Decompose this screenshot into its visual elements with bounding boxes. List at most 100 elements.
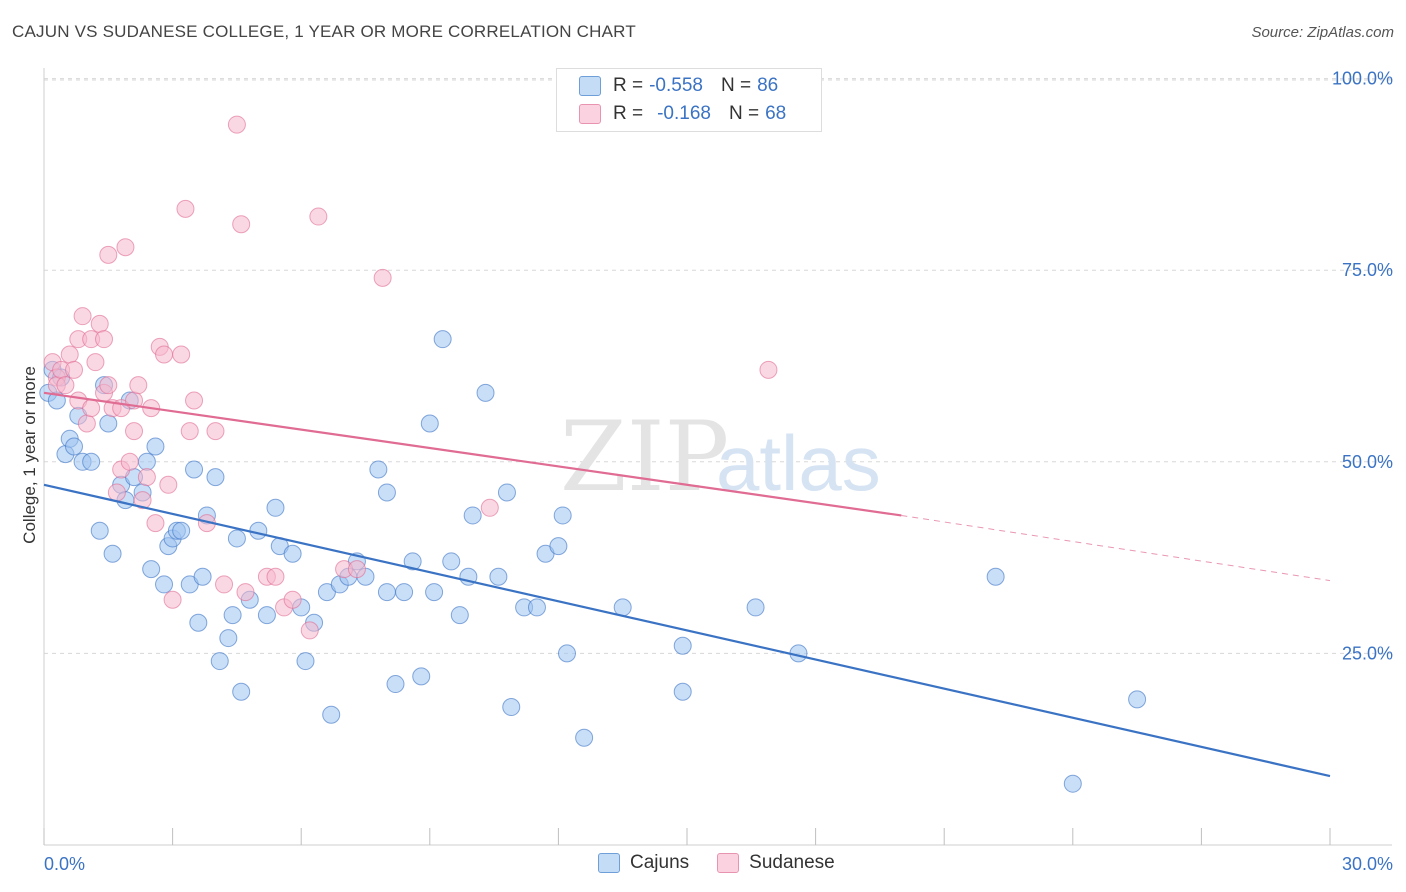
sudanese-point: [107, 483, 126, 502]
cajuns-point: [322, 705, 341, 724]
legend-cajuns-label: Cajuns: [630, 852, 690, 873]
series-legend: Cajuns Sudanese: [598, 852, 835, 874]
cajuns-point: [412, 667, 431, 686]
chart-source: Source: ZipAtlas.com: [1251, 24, 1394, 41]
sudanese-point: [56, 376, 75, 395]
sudanese-point: [90, 314, 109, 333]
sudanese-point: [300, 621, 319, 640]
cajuns-point: [146, 437, 165, 456]
cajuns-point: [185, 460, 204, 479]
legend-sudanese-label: Sudanese: [749, 852, 835, 873]
cajuns-swatch: [579, 76, 601, 96]
n-value: 86: [757, 75, 779, 96]
r-value: -0.558: [649, 75, 703, 96]
cajuns-point: [377, 483, 396, 502]
cajuns-point: [232, 682, 251, 701]
data-points: [39, 115, 1147, 793]
cajuns-point: [553, 506, 572, 525]
sudanese-point: [159, 475, 178, 494]
y-tick-labels: 25.0% 50.0% 75.0% 100.0%: [1332, 69, 1393, 664]
trend-lines: [43, 391, 1331, 778]
sudanese-point: [116, 238, 135, 257]
y-tick-label: 25.0%: [1342, 643, 1393, 663]
sudanese-point: [120, 452, 139, 471]
cajuns-point: [65, 437, 84, 456]
y-tick-label: 100.0%: [1332, 69, 1393, 89]
watermark-atlas: atlas: [716, 419, 881, 507]
cajuns-point: [433, 330, 452, 349]
cajuns-point: [90, 521, 109, 540]
cajuns-point: [673, 636, 692, 655]
y-tick-label: 75.0%: [1342, 260, 1393, 280]
sudanese-point: [283, 590, 302, 609]
sudanese-swatch: [579, 104, 601, 124]
cajuns-point: [137, 452, 156, 471]
cajuns-point: [463, 506, 482, 525]
sudanese-point: [137, 468, 156, 487]
cajuns-point: [425, 583, 444, 602]
cajuns-point: [489, 567, 508, 586]
cajuns-point: [172, 521, 191, 540]
legend-row-cajuns: R = -0.558 N = 86: [579, 75, 778, 97]
cajuns-point: [283, 544, 302, 563]
cajuns-point: [673, 682, 692, 701]
cajuns-point: [557, 644, 576, 663]
sudanese-point: [180, 422, 199, 441]
cajuns-point: [377, 583, 396, 602]
x-tick-label: 0.0%: [44, 854, 85, 874]
sudanese-point: [309, 207, 328, 226]
sudanese-point: [206, 422, 225, 441]
sudanese-point: [215, 575, 234, 594]
sudanese-point: [129, 376, 148, 395]
cajuns-point: [442, 552, 461, 571]
sudanese-point: [480, 498, 499, 517]
cajuns-point: [613, 598, 632, 617]
sudanese-point: [227, 115, 246, 134]
cajuns-point: [746, 598, 765, 617]
cajuns-point: [1128, 690, 1147, 709]
r-value: -0.168: [657, 103, 711, 124]
correlation-legend: R = -0.558 N = 86 R = -0.168 N = 68: [556, 68, 822, 132]
sudanese-point: [77, 414, 96, 433]
sudanese-point: [172, 345, 191, 364]
sudanese-point: [95, 330, 114, 349]
cajuns-point: [266, 498, 285, 517]
cajuns-point: [420, 414, 439, 433]
r-label: R =: [613, 103, 644, 124]
cajuns-point: [296, 652, 315, 671]
r-label: R =: [613, 75, 644, 96]
sudanese-point: [125, 422, 144, 441]
sudanese-trend-line: [43, 391, 902, 517]
sudanese-legend-swatch: [717, 853, 740, 873]
sudanese-point: [266, 567, 285, 586]
cajuns-point: [497, 483, 516, 502]
cajuns-point: [249, 521, 268, 540]
n-value: 68: [765, 103, 787, 124]
chart-title: CAJUN VS SUDANESE COLLEGE, 1 YEAR OR MOR…: [12, 22, 636, 41]
gridlines: [44, 78, 1392, 654]
cajuns-point: [189, 613, 208, 632]
x-tick-label: 30.0%: [1342, 854, 1393, 874]
cajuns-point: [986, 567, 1005, 586]
cajuns-point: [369, 460, 388, 479]
cajuns-point: [193, 567, 212, 586]
sudanese-trend-extension: [901, 514, 1331, 582]
cajuns-point: [99, 414, 118, 433]
cajuns-point: [395, 583, 414, 602]
cajuns-point: [476, 383, 495, 402]
cajuns-trend-line: [43, 483, 1331, 778]
sudanese-point: [185, 391, 204, 410]
sudanese-point: [146, 514, 165, 533]
sudanese-point: [73, 307, 92, 326]
cajuns-point: [386, 675, 405, 694]
cajuns-point: [82, 452, 101, 471]
cajuns-point: [206, 468, 225, 487]
sudanese-point: [176, 199, 195, 218]
sudanese-point: [155, 345, 174, 364]
cajuns-point: [403, 552, 422, 571]
legend-row-sudanese: R = -0.168 N = 68: [579, 103, 786, 125]
cajuns-point: [223, 606, 242, 625]
sudanese-point: [65, 360, 84, 379]
cajuns-point: [1063, 774, 1082, 793]
